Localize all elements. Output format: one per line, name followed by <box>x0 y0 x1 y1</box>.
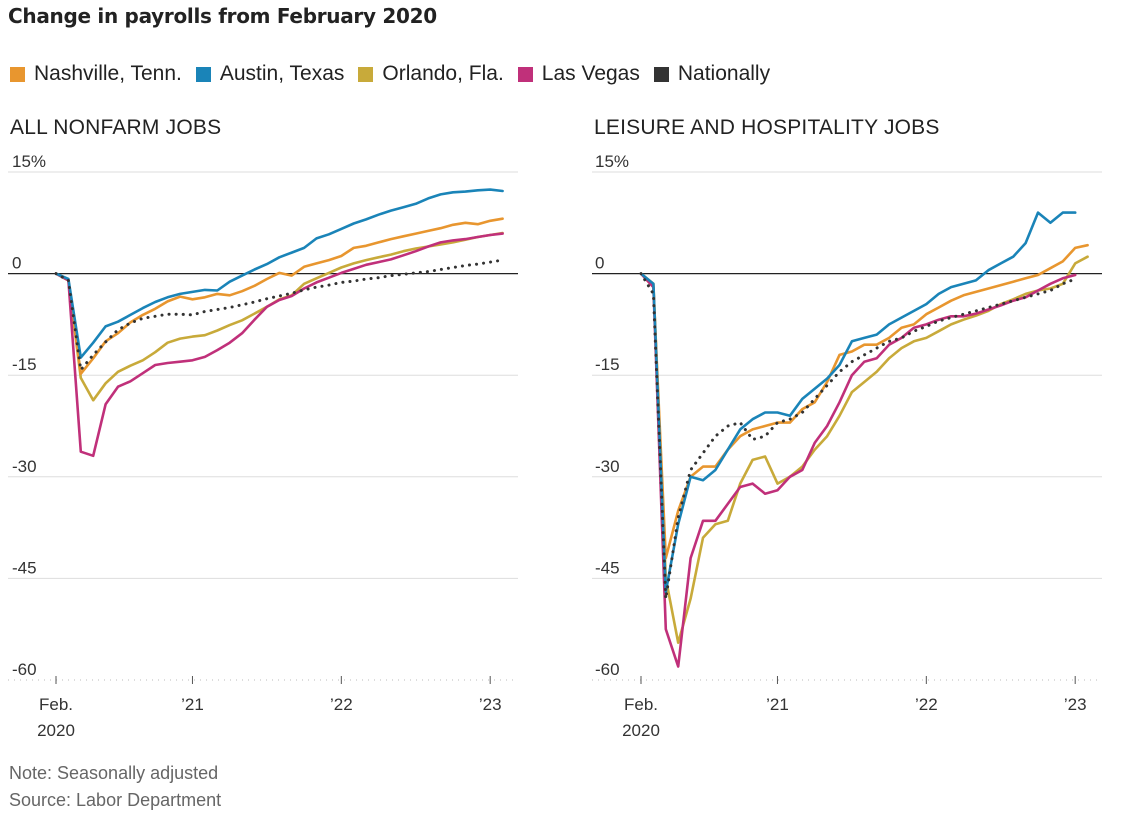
series-line-nationally <box>639 272 1077 601</box>
y-tick-label: 0 <box>595 254 604 273</box>
x-tick-label: ’22 <box>330 695 353 714</box>
legend-label-nashville: Nashville, Tenn. <box>34 62 182 85</box>
y-tick-label: 0 <box>12 254 21 273</box>
legend-label-las-vegas: Las Vegas <box>541 62 640 85</box>
series-line-nashville-tenn <box>54 217 504 376</box>
legend-item-nashville: Nashville, Tenn. <box>10 62 182 86</box>
x-tick-label: ’23 <box>1064 695 1087 714</box>
y-tick-label: -45 <box>12 558 37 577</box>
y-tick-label: -30 <box>12 457 37 476</box>
y-tick-label: -15 <box>12 355 37 374</box>
y-tick-label: 15% <box>595 152 629 171</box>
x-tick-label: Feb. <box>624 695 658 714</box>
legend-swatch-nationally <box>653 66 669 82</box>
x-tick-label: Feb. <box>39 695 73 714</box>
y-tick-label: -60 <box>12 660 37 679</box>
legend-item-austin: Austin, Texas <box>195 62 345 86</box>
legend-item-las-vegas: Las Vegas <box>517 62 640 86</box>
y-tick-label: 15% <box>12 152 46 171</box>
legend-label-orlando: Orlando, Fla. <box>382 62 504 85</box>
series-line-austin-texas <box>639 211 1077 594</box>
legend-label-nationally: Nationally <box>677 62 771 85</box>
series-line-austin-texas <box>54 188 504 359</box>
legend-item-nationally: Nationally <box>653 62 771 86</box>
y-tick-label: -15 <box>595 355 620 374</box>
y-tick-label: -30 <box>595 457 620 476</box>
panel-title-nonfarm: ALL NONFARM JOBS <box>10 116 222 139</box>
legend: Nashville, Tenn. Austin, Texas Orlando, … <box>10 62 784 86</box>
notes: Note: Seasonally adjusted Source: Labor … <box>9 760 221 814</box>
legend-swatch-las-vegas <box>517 66 533 82</box>
x-tick-label: ’23 <box>479 695 502 714</box>
panel-title-leisure: LEISURE AND HOSPITALITY JOBS <box>594 116 940 139</box>
legend-label-austin: Austin, Texas <box>219 62 345 85</box>
note-text: Note: Seasonally adjusted <box>9 763 219 783</box>
legend-item-orlando: Orlando, Fla. <box>358 62 504 86</box>
series-line-nationally <box>54 258 505 372</box>
y-tick-label: -45 <box>595 558 620 577</box>
source-text: Source: Labor Department <box>9 790 222 810</box>
x-tick-label: ’21 <box>181 695 204 714</box>
legend-swatch-austin <box>195 66 211 82</box>
x-tick-sublabel: 2020 <box>622 721 660 740</box>
series-line-las-vegas <box>54 232 504 458</box>
x-tick-label: ’21 <box>766 695 789 714</box>
legend-swatch-orlando <box>358 66 374 82</box>
chart-title: Change in payrolls from February 2020 <box>8 4 437 28</box>
series-line-orlando-fla <box>639 255 1089 645</box>
series-line-nashville-tenn <box>639 243 1089 560</box>
series-line-las-vegas <box>639 272 1077 668</box>
x-tick-label: ’22 <box>915 695 938 714</box>
y-tick-label: -60 <box>595 660 620 679</box>
x-tick-sublabel: 2020 <box>37 721 75 740</box>
legend-swatch-nashville <box>10 66 25 82</box>
